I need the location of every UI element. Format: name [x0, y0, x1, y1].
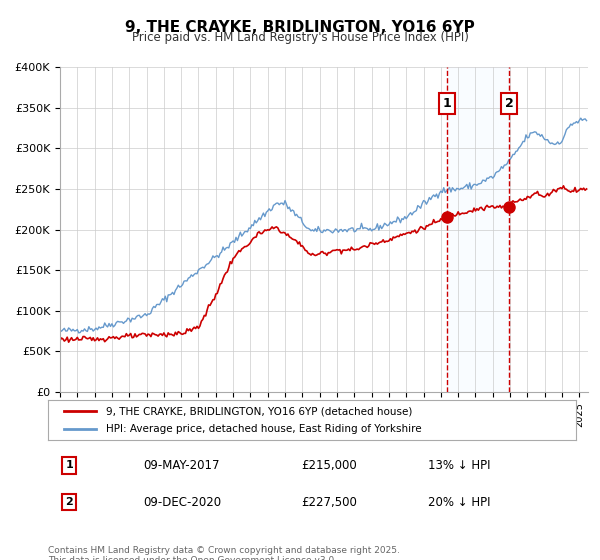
Text: HPI: Average price, detached house, East Riding of Yorkshire: HPI: Average price, detached house, East… [106, 423, 422, 433]
Bar [447, 67, 509, 392]
Text: 09-MAY-2017: 09-MAY-2017 [143, 459, 220, 472]
Text: £227,500: £227,500 [301, 496, 358, 508]
Text: Contains HM Land Registry data © Crown copyright and database right 2025.
This d: Contains HM Land Registry data © Crown c… [48, 546, 400, 560]
Text: 9, THE CRAYKE, BRIDLINGTON, YO16 6YP: 9, THE CRAYKE, BRIDLINGTON, YO16 6YP [125, 20, 475, 35]
Text: 20% ↓ HPI: 20% ↓ HPI [428, 496, 491, 508]
Text: £215,000: £215,000 [301, 459, 357, 472]
Text: 2: 2 [505, 97, 513, 110]
Text: 1: 1 [65, 460, 73, 470]
Text: 09-DEC-2020: 09-DEC-2020 [143, 496, 221, 508]
Text: 1: 1 [443, 97, 451, 110]
Text: Price paid vs. HM Land Registry's House Price Index (HPI): Price paid vs. HM Land Registry's House … [131, 31, 469, 44]
Text: 13% ↓ HPI: 13% ↓ HPI [428, 459, 491, 472]
Text: 9, THE CRAYKE, BRIDLINGTON, YO16 6YP (detached house): 9, THE CRAYKE, BRIDLINGTON, YO16 6YP (de… [106, 407, 412, 417]
Text: 2: 2 [65, 497, 73, 507]
